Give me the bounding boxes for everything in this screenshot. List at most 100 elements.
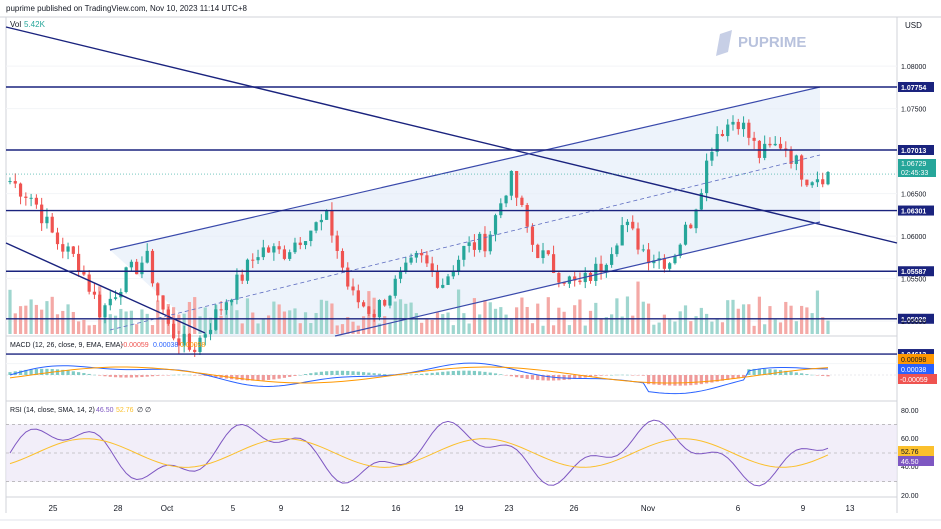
macd-histogram-bar <box>736 375 740 379</box>
volume-bar <box>8 289 12 334</box>
price-tick-label: 1.07500 <box>901 107 926 114</box>
volume-bar <box>794 321 798 334</box>
time-label: 16 <box>392 504 401 513</box>
candle-body <box>325 210 329 220</box>
macd-histogram-bar <box>261 375 265 381</box>
candle-body <box>435 271 440 288</box>
macd-histogram-bar <box>800 373 804 375</box>
level-badge-text: 1.07013 <box>901 148 926 155</box>
volume-bar <box>763 324 767 334</box>
volume-bar <box>778 322 783 334</box>
time-label: 9 <box>801 504 806 513</box>
candle-body <box>615 245 619 255</box>
macd-histogram-bar <box>172 374 176 376</box>
macd-histogram-bar <box>763 368 767 375</box>
candle-body <box>646 249 651 264</box>
volume-bar <box>599 319 603 334</box>
candle-body <box>683 224 688 245</box>
macd-histogram-bar <box>346 370 350 375</box>
macd-histogram-bar <box>446 371 450 375</box>
macd-histogram-bar <box>462 370 466 375</box>
macd-line <box>9 362 829 395</box>
time-label: 26 <box>570 504 579 513</box>
macd-histogram-bar <box>499 374 503 375</box>
volume-bar <box>235 310 239 334</box>
macd-histogram-bar <box>673 375 677 386</box>
macd-histogram-bar <box>784 370 788 375</box>
volume-bar <box>720 322 725 334</box>
channel-fill <box>110 87 820 336</box>
macd-histogram-bar <box>319 371 323 375</box>
price-tick-label: 1.08000 <box>901 64 926 71</box>
volume-bar <box>620 316 624 334</box>
macd-histogram-bar <box>398 374 403 376</box>
volume-bar <box>662 314 666 334</box>
candle-body <box>483 233 487 252</box>
candle-body <box>182 333 186 346</box>
volume-bar <box>583 325 587 334</box>
candle-body <box>8 181 12 183</box>
level-badge-text: 1.05587 <box>901 269 926 276</box>
rsi-tick-60: 60.00 <box>901 436 919 443</box>
macd-histogram-bar <box>652 375 656 385</box>
candle-body <box>705 160 709 194</box>
candle-body <box>77 253 81 272</box>
candle-body <box>277 246 281 250</box>
volume-bar <box>361 316 366 334</box>
candle-body <box>520 197 524 205</box>
level-badge-text: 1.05028 <box>901 317 926 324</box>
candle-body <box>404 262 408 271</box>
macd-histogram-bar <box>420 373 424 375</box>
macd-badge-hist <box>898 374 937 384</box>
macd-histogram-bar <box>567 375 572 380</box>
candle-body <box>187 333 192 350</box>
macd-badge-macd <box>898 364 934 374</box>
candle-body <box>493 215 498 235</box>
volume-bar <box>499 307 503 334</box>
candle-body <box>113 297 118 299</box>
candle-body <box>625 221 630 226</box>
volume-bar <box>251 312 255 334</box>
macd-histogram-bar <box>24 369 28 375</box>
macd-histogram-bar <box>214 375 218 378</box>
candle-body <box>430 263 434 272</box>
candle-body <box>604 264 608 273</box>
volume-bar <box>150 325 155 334</box>
macd-histogram-bar <box>472 370 477 375</box>
rsi-badge-ma-text: 52.76 <box>901 449 919 456</box>
macd-histogram-bar <box>530 375 535 380</box>
candle-body <box>256 257 260 261</box>
volume-bar <box>757 296 761 334</box>
candle-body <box>372 313 376 318</box>
macd-histogram-bar <box>525 375 529 379</box>
level-badge-text: 1.07754 <box>901 85 926 92</box>
candle-body <box>425 255 429 264</box>
macd-histogram-bar <box>177 374 181 376</box>
candle-body <box>71 246 75 254</box>
macd-histogram-bar <box>425 373 429 375</box>
volume-bar <box>92 324 97 334</box>
candle-body <box>208 329 213 335</box>
candle-body <box>161 295 165 310</box>
candle-body <box>446 276 450 285</box>
volume-bar <box>351 321 355 334</box>
macd-histogram-bar <box>435 372 440 375</box>
volume-bar <box>657 322 661 334</box>
rsi-value: 46.50 <box>96 407 114 414</box>
volume-bar <box>636 281 640 334</box>
candle-body <box>726 124 730 137</box>
rsi-tick-80: 80.00 <box>901 408 919 415</box>
candle-body <box>525 204 529 227</box>
volume-bar <box>567 325 572 334</box>
candle-body <box>309 230 313 242</box>
candle-body <box>741 122 746 130</box>
candle-body <box>377 300 382 318</box>
rsi-ma-line <box>9 438 829 468</box>
macd-histogram-bar <box>55 369 60 375</box>
candle-body <box>694 209 698 229</box>
macd-badge-signal-text: 0.00098 <box>901 357 926 364</box>
time-label: 6 <box>736 504 741 513</box>
macd-histogram-bar <box>794 372 798 375</box>
candle-body <box>530 226 535 245</box>
candle-body <box>361 302 366 307</box>
